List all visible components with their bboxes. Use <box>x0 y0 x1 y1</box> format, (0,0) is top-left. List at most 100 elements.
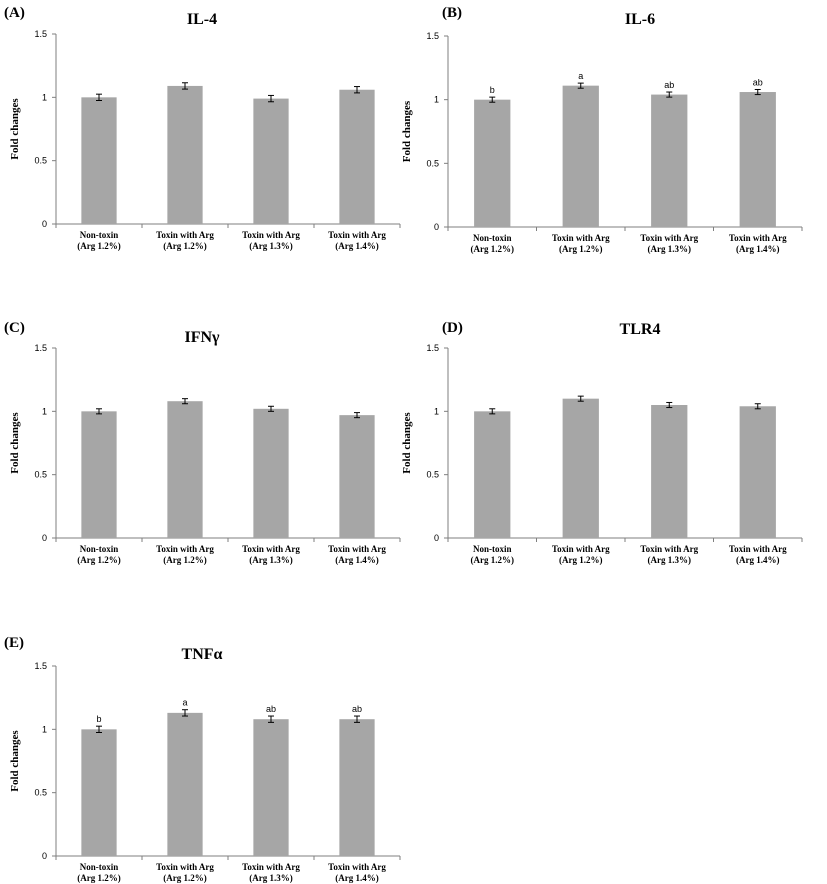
panel-label: (A) <box>4 5 25 21</box>
x-category-label: Toxin with Arg <box>729 233 787 243</box>
y-axis-title: Fold changes <box>9 412 21 474</box>
bar <box>81 411 117 538</box>
significance-letter: a <box>578 71 583 81</box>
bar <box>339 89 375 224</box>
x-category-sublabel: (Arg 1.3%) <box>648 555 692 565</box>
chart-title: IL-6 <box>625 11 655 28</box>
y-tick-label: 1.5 <box>34 29 47 39</box>
chart-title: TNFα <box>182 646 223 663</box>
x-category-sublabel: (Arg 1.2%) <box>471 555 515 565</box>
x-category-sublabel: (Arg 1.2%) <box>77 241 121 251</box>
y-axis-title: Fold changes <box>401 412 413 474</box>
y-tick-label: 1 <box>42 92 47 102</box>
significance-letter: ab <box>266 704 276 714</box>
y-axis-title: Fold changes <box>401 100 413 162</box>
x-category-sublabel: (Arg 1.4%) <box>335 555 379 565</box>
x-category-label: Toxin with Arg <box>156 862 214 872</box>
significance-letter: ab <box>664 80 674 90</box>
significance-letter: b <box>490 85 495 95</box>
y-tick-label: 0 <box>42 851 47 861</box>
y-tick-label: 1 <box>434 406 439 416</box>
x-category-label: Toxin with Arg <box>156 544 214 554</box>
bar <box>562 85 599 227</box>
bar <box>253 719 289 856</box>
y-tick-label: 0.5 <box>34 156 47 166</box>
x-category-sublabel: (Arg 1.4%) <box>736 555 780 565</box>
y-tick-label: 1.5 <box>34 661 47 671</box>
y-tick-label: 1 <box>42 406 47 416</box>
bar <box>167 85 203 224</box>
x-category-sublabel: (Arg 1.4%) <box>335 873 379 883</box>
y-axis-title: Fold changes <box>9 98 21 160</box>
x-category-sublabel: (Arg 1.2%) <box>77 555 121 565</box>
bar <box>562 398 599 538</box>
panel-label: (E) <box>4 635 24 651</box>
chart-title: IL-4 <box>187 11 217 28</box>
bar <box>739 406 776 538</box>
bar <box>474 99 511 227</box>
y-tick-label: 0 <box>42 533 47 543</box>
x-category-sublabel: (Arg 1.2%) <box>559 555 603 565</box>
bar <box>651 405 688 538</box>
y-tick-label: 0 <box>434 222 439 232</box>
significance-letter: ab <box>352 704 362 714</box>
x-category-label: Toxin with Arg <box>552 233 610 243</box>
x-category-sublabel: (Arg 1.3%) <box>249 555 293 565</box>
panel-label: (D) <box>442 320 463 336</box>
significance-letter: b <box>96 714 101 724</box>
bar <box>81 729 117 856</box>
chart-title: IFNγ <box>184 329 220 346</box>
y-tick-label: 1 <box>434 95 439 105</box>
y-tick-label: 0 <box>434 533 439 543</box>
x-category-label: Toxin with Arg <box>242 544 300 554</box>
y-tick-label: 1.5 <box>426 343 439 353</box>
x-category-sublabel: (Arg 1.2%) <box>163 555 207 565</box>
y-tick-label: 0.5 <box>426 470 439 480</box>
x-category-label: Toxin with Arg <box>640 544 698 554</box>
y-tick-label: 1 <box>42 724 47 734</box>
bar <box>253 98 289 224</box>
y-tick-label: 0.5 <box>426 158 439 168</box>
significance-letter: a <box>182 698 187 708</box>
y-tick-label: 1.5 <box>426 31 439 41</box>
x-category-sublabel: (Arg 1.2%) <box>163 241 207 251</box>
x-category-sublabel: (Arg 1.4%) <box>736 244 780 254</box>
x-category-label: Toxin with Arg <box>242 862 300 872</box>
x-category-label: Toxin with Arg <box>242 230 300 240</box>
x-category-sublabel: (Arg 1.4%) <box>335 241 379 251</box>
x-category-label: Non-toxin <box>80 230 119 240</box>
x-category-sublabel: (Arg 1.3%) <box>249 873 293 883</box>
y-tick-label: 0 <box>42 219 47 229</box>
bar <box>253 408 289 538</box>
x-category-sublabel: (Arg 1.2%) <box>163 873 207 883</box>
x-category-label: Non-toxin <box>80 544 119 554</box>
bar <box>339 415 375 538</box>
x-category-label: Non-toxin <box>80 862 119 872</box>
y-tick-label: 1.5 <box>34 343 47 353</box>
bar <box>167 712 203 856</box>
x-category-label: Toxin with Arg <box>729 544 787 554</box>
bar <box>651 94 688 227</box>
x-category-sublabel: (Arg 1.2%) <box>77 873 121 883</box>
x-category-label: Toxin with Arg <box>156 230 214 240</box>
bar <box>739 92 776 227</box>
bar <box>81 97 117 224</box>
y-tick-label: 0.5 <box>34 788 47 798</box>
x-category-label: Toxin with Arg <box>640 233 698 243</box>
bar <box>474 411 511 538</box>
x-category-label: Non-toxin <box>473 544 512 554</box>
significance-letter: ab <box>753 77 763 87</box>
x-category-sublabel: (Arg 1.2%) <box>471 244 515 254</box>
panel-label: (C) <box>4 320 25 336</box>
y-axis-title: Fold changes <box>9 730 21 792</box>
x-category-sublabel: (Arg 1.2%) <box>559 244 603 254</box>
x-category-label: Non-toxin <box>473 233 512 243</box>
bar <box>339 719 375 856</box>
bar <box>167 401 203 538</box>
x-category-sublabel: (Arg 1.3%) <box>648 244 692 254</box>
x-category-label: Toxin with Arg <box>328 862 386 872</box>
